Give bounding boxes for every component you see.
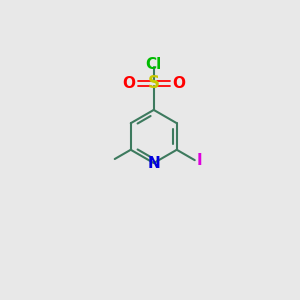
- Text: Cl: Cl: [146, 57, 162, 72]
- Text: N: N: [147, 155, 160, 170]
- Text: O: O: [122, 76, 135, 91]
- Text: S: S: [148, 74, 160, 92]
- Text: O: O: [172, 76, 185, 91]
- Text: I: I: [197, 153, 203, 168]
